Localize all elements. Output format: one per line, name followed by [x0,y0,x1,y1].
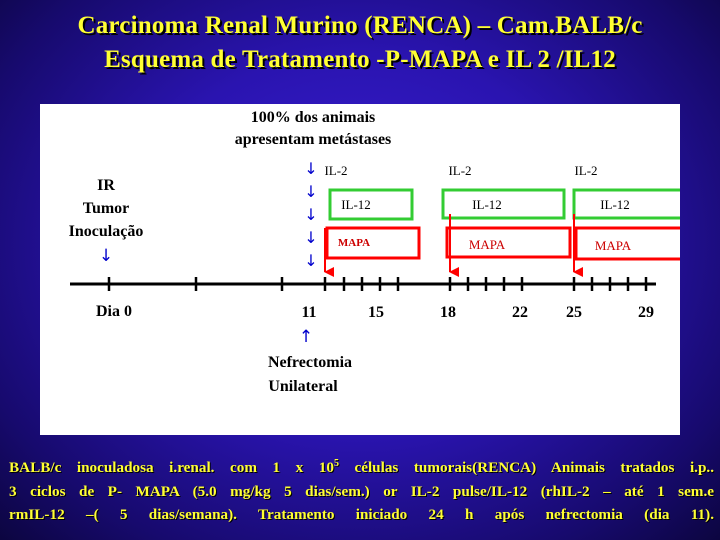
il2-label: IL-2 [574,163,597,178]
metastasis-arrow-icon: ↓ [304,205,317,224]
day-label-18: 18 [440,304,456,321]
footer-description: BALB/c inoculadosa i.renal. com 1 x 105 … [9,456,714,527]
il2-label: IL-2 [324,163,347,178]
metastasis-arrow-icon: ↓ [304,228,317,247]
day-label-0: Dia 0 [96,303,132,320]
nefrectomia-arrow-icon: ↑ [299,327,313,347]
unilateral-label: Unilateral [268,378,338,395]
metastasis-text-line2: apresentam metástases [235,131,392,148]
mapa-label: MAPA [595,238,632,253]
metastasis-arrow-icon: ↓ [304,182,317,201]
mapa-box [325,226,421,260]
il12-label: IL-12 [341,197,371,212]
ir-label: IR [97,177,115,194]
il12-box [572,188,680,220]
inoculation-arrow-icon: ↓ [99,246,113,266]
il2-label: IL-2 [448,163,471,178]
footer-line-1: BALB/c inoculadosa i.renal. com 1 x 105 … [9,456,714,480]
slide-title-line1: Carcinoma Renal Murino (RENCA) – Cam.BAL… [77,12,643,39]
nefrectomia-label: Nefrectomia [268,354,352,371]
day-label-11: 11 [301,304,316,321]
metastasis-text-line1: 100% dos animais [251,109,375,126]
mapa-box [574,226,680,261]
metastasis-arrow-icon: ↓ [304,251,317,270]
il12-label: IL-12 [600,197,630,212]
footer-line1-b: células tumorais(RENCA) Animais tratados… [338,459,714,476]
day-label-15: 15 [368,304,384,321]
mapa-box [445,226,572,259]
slide-title-line2: Esquema de Tratamento -P-MAPA e IL 2 /IL… [104,46,616,73]
timeline-diagram: 100% dos animais apresentam metástases I… [69,109,680,395]
inoculacao-label: Inoculação [69,223,144,240]
mapa-label: MAPA [338,237,370,249]
tumor-label: Tumor [83,200,130,217]
metastasis-arrow-icon: ↓ [304,159,317,178]
il12-label: IL-12 [472,197,502,212]
il12-box [441,188,566,220]
il12-box [328,188,414,221]
day-label-22: 22 [512,304,528,321]
footer-line-2: 3 ciclos de P- MAPA (5.0 mg/kg 5 dias/se… [9,482,714,500]
footer-line-3: rmIL-12 –( 5 dias/semana). Tratamento in… [9,506,714,523]
timeline-ticks [107,277,648,291]
diagram-panel: 100% dos animais apresentam metástases I… [40,104,680,435]
day-label-29: 29 [638,304,654,321]
footer-line1-sup: 5 [333,458,339,469]
mapa-label: MAPA [469,237,506,252]
day-label-25: 25 [566,304,582,321]
footer-line1-a: BALB/c inoculadosa i.renal. com 1 x 10 [9,459,334,476]
